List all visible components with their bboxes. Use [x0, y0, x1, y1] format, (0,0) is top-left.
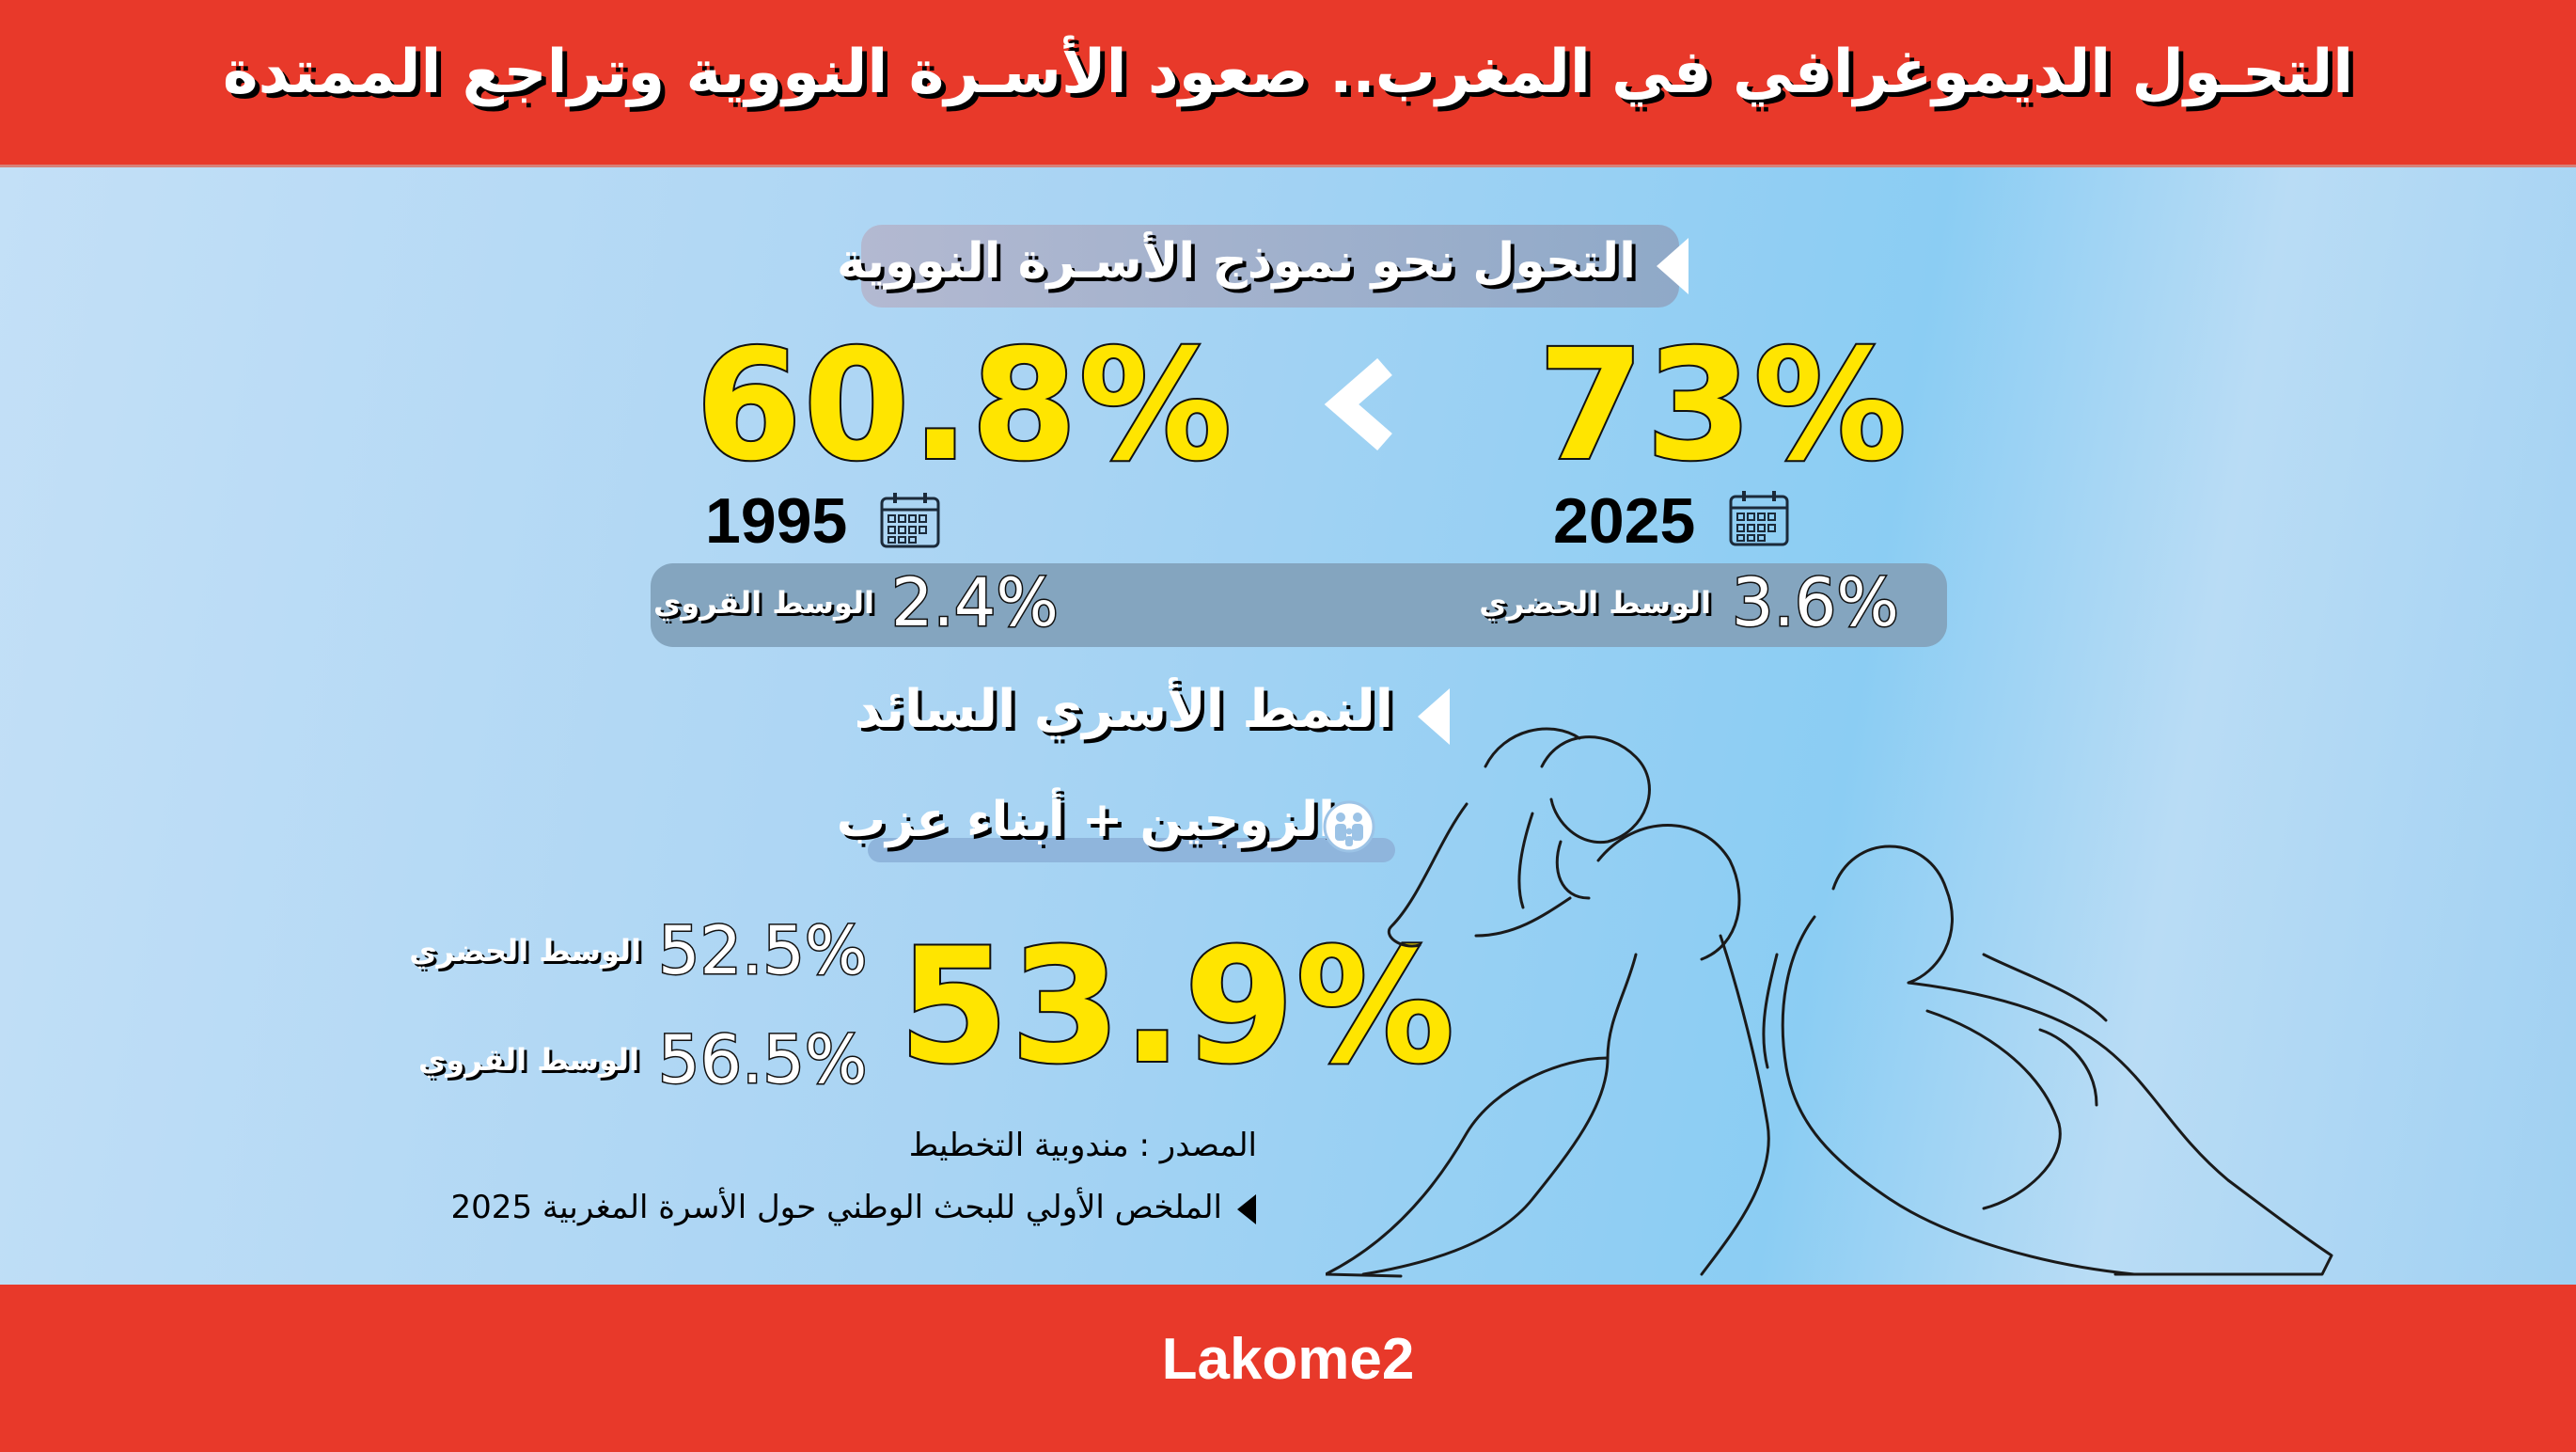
header-bar — [0, 0, 2576, 167]
triangle-left-icon — [1657, 238, 1689, 294]
value-2025: 73% — [1536, 316, 1908, 497]
rural-change-label: الوسط القروي — [652, 585, 874, 621]
year-1995: 1995 — [705, 485, 848, 557]
source-line: المصدر : مندوبية التخطيط — [908, 1127, 1257, 1164]
section1-heading-pill — [861, 225, 1679, 308]
triangle-left-icon — [1237, 1194, 1256, 1224]
calendar-icon — [1729, 491, 1789, 546]
brand-logo: Lakome2 — [1161, 1327, 1415, 1392]
value-1995: 60.8% — [694, 316, 1234, 497]
chevron-left-icon — [1324, 357, 1392, 451]
triangle-left-icon — [1418, 688, 1450, 745]
urban-share-value: 52.5% — [656, 911, 868, 991]
family-line-illustration — [1326, 727, 2333, 1278]
page-title: التحـول الديموغرافي في المغرب.. صعود الأ… — [222, 38, 2354, 107]
urban-change-label: الوسط الحضري — [1479, 585, 1711, 621]
nuclear-family-main-value: 53.9% — [897, 912, 1456, 1100]
urban-share-label: الوسط الحضري — [409, 933, 641, 969]
change-band — [651, 563, 1947, 647]
rural-share-label: الوسط القروي — [417, 1042, 639, 1078]
rural-share-value: 56.5% — [656, 1020, 868, 1100]
family-icon — [1323, 800, 1375, 853]
survey-note: الملخص الأولي للبحث الوطني حول الأسرة ال… — [450, 1189, 1222, 1226]
family-type-pill — [868, 838, 1395, 862]
calendar-icon — [880, 493, 940, 548]
rural-change-value: 2.4% — [890, 563, 1060, 643]
year-2025: 2025 — [1553, 485, 1696, 557]
footer-bar — [0, 1285, 2576, 1452]
family-type-label: الزوجين + أبناء عزب — [836, 792, 1335, 848]
section2-heading: النمط الأسري السائد — [854, 679, 1393, 740]
urban-change-value: 3.6% — [1731, 563, 1901, 643]
section1-heading: التحول نحو نموذج الأسـرة النووية — [836, 233, 1636, 290]
